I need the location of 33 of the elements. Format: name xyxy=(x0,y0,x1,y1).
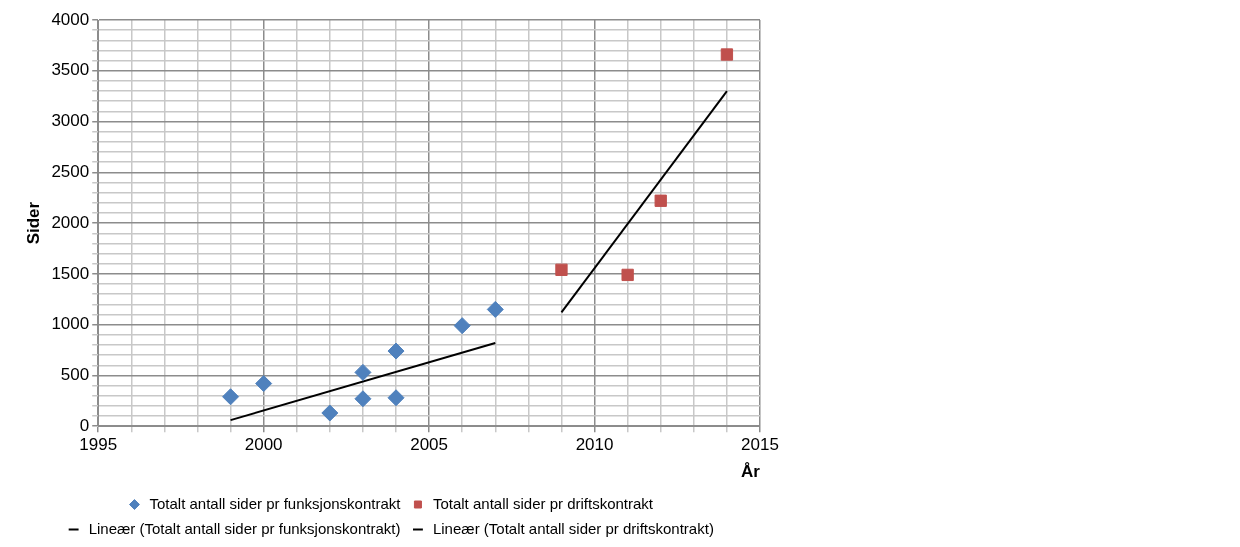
point xyxy=(555,263,568,276)
point xyxy=(486,300,504,318)
y-tick-label: 2000 xyxy=(51,212,90,232)
point xyxy=(621,268,634,282)
point xyxy=(654,194,667,207)
point xyxy=(255,375,273,393)
y-tick-label: 3500 xyxy=(51,60,90,80)
point xyxy=(720,48,734,61)
point xyxy=(321,404,339,422)
legend-label: Lineær (Totalt antall sider pr funksjonskontrakt) xyxy=(88,519,401,537)
legend-label: Lineær (Totalt antall sider pr driftskontrakt) xyxy=(432,519,714,537)
point xyxy=(354,390,372,408)
x-tick-label: 2005 xyxy=(410,435,449,455)
y-tick-label: 3000 xyxy=(51,111,90,131)
x-tick-label: 1995 xyxy=(79,435,118,455)
point xyxy=(354,363,372,381)
y-tick-label: 2500 xyxy=(51,162,90,182)
point xyxy=(387,389,405,407)
y-tick-label: 500 xyxy=(60,365,90,385)
legend-label: Totalt antall sider pr driftskontrakt xyxy=(432,494,654,512)
point xyxy=(453,317,471,335)
y-tick-label: 0 xyxy=(79,415,90,435)
point xyxy=(222,388,240,406)
point xyxy=(387,342,405,360)
y-tick-label: 1000 xyxy=(51,314,90,334)
x-tick-label: 2010 xyxy=(575,435,614,455)
x-tick-label: 2015 xyxy=(741,435,779,455)
y-axis-title: Sider xyxy=(23,201,43,245)
y-tick-label: 1500 xyxy=(51,263,90,283)
y-tick-label: 4000 xyxy=(51,9,90,29)
x-tick-label: 2000 xyxy=(244,435,283,455)
x-axis-title: År xyxy=(741,462,761,482)
legend-label: Totalt antall sider pr funksjonskontrakt xyxy=(149,494,402,512)
